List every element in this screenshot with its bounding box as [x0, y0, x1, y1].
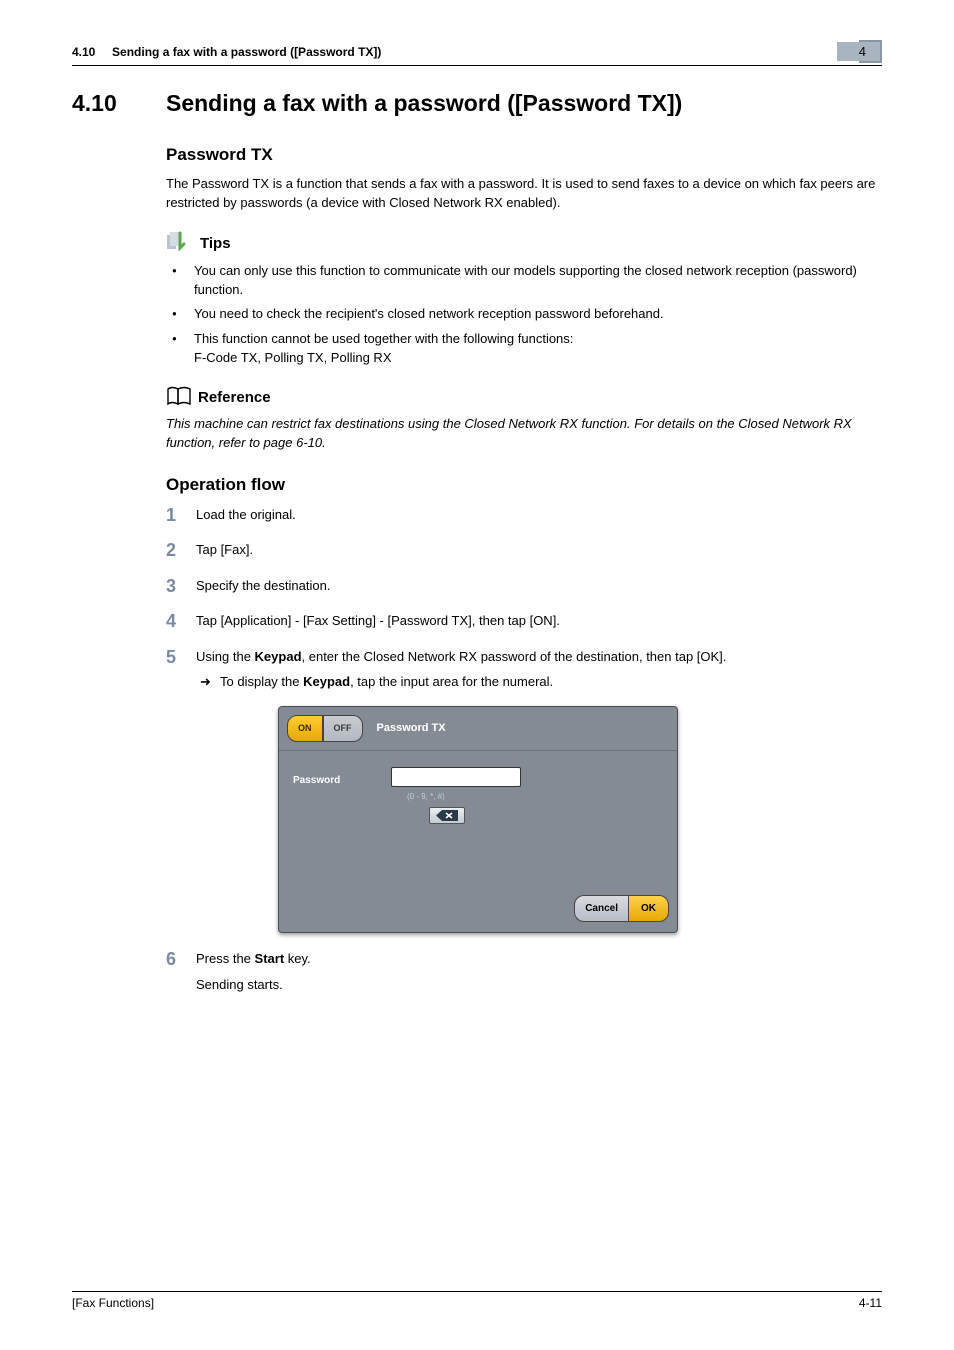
chapter-tab-number: 4	[837, 42, 880, 61]
reference-icon	[166, 386, 192, 409]
step-6-secondary: Sending starts.	[196, 975, 882, 995]
step-6-start: Start	[255, 951, 285, 966]
step-2: Tap [Fax].	[166, 540, 882, 560]
cancel-button[interactable]: Cancel	[574, 895, 628, 922]
header-section-number: 4.10	[72, 45, 95, 59]
subhead-operation-flow: Operation flow	[166, 475, 882, 495]
step-1: Load the original.	[166, 505, 882, 525]
step-6-pre: Press the	[196, 951, 255, 966]
tips-item: You can only use this function to commun…	[166, 262, 882, 300]
reference-text: This machine can restrict fax destinatio…	[166, 415, 882, 453]
step-5-sub: To display the Keypad, tap the input are…	[196, 672, 882, 692]
on-off-toggle[interactable]: ON OFF	[279, 707, 371, 751]
step-5: Using the Keypad, enter the Closed Netwo…	[166, 647, 882, 934]
toggle-off-button[interactable]: OFF	[323, 715, 363, 743]
tips-label: Tips	[200, 235, 231, 252]
reference-callout: Reference	[166, 386, 882, 409]
step-4: Tap [Application] - [Fax Setting] - [Pas…	[166, 611, 882, 631]
footer-right: 4-11	[859, 1296, 882, 1310]
tips-item: You need to check the recipient's closed…	[166, 305, 882, 324]
step-3-text: Specify the destination.	[196, 578, 330, 593]
step-5-sub-post: , tap the input area for the numeral.	[350, 674, 553, 689]
ok-button[interactable]: OK	[628, 895, 669, 922]
page-footer: [Fax Functions] 4-11	[72, 1291, 882, 1310]
backspace-icon	[436, 810, 458, 821]
step-5-sub-keypad: Keypad	[303, 674, 350, 689]
panel-title: Password TX	[371, 720, 446, 737]
section-title: 4.10 Sending a fax with a password ([Pas…	[72, 90, 882, 117]
password-input[interactable]	[391, 767, 521, 787]
step-3: Specify the destination.	[166, 576, 882, 596]
toggle-on-button[interactable]: ON	[287, 715, 323, 743]
password-field-label: Password	[293, 773, 340, 788]
reference-label: Reference	[198, 389, 271, 406]
password-tx-paragraph: The Password TX is a function that sends…	[166, 175, 882, 213]
subhead-password-tx: Password TX	[166, 145, 882, 165]
step-6: Press the Start key. Sending starts.	[166, 949, 882, 994]
step-4-text: Tap [Application] - [Fax Setting] - [Pas…	[196, 613, 560, 628]
panel-header: ON OFF Password TX	[279, 707, 677, 752]
step-5-sub-pre: To display the	[220, 674, 303, 689]
tips-icon	[166, 231, 194, 256]
section-title-text: Sending a fax with a password ([Password…	[166, 90, 682, 117]
step-6-post: key.	[284, 951, 311, 966]
backspace-button[interactable]	[429, 807, 465, 824]
chapter-tab: 4	[859, 40, 882, 63]
panel-footer: Cancel OK	[279, 889, 677, 932]
tips-callout: Tips	[166, 231, 882, 256]
step-5-post: , enter the Closed Network RX password o…	[302, 649, 727, 664]
step-5-keypad: Keypad	[255, 649, 302, 664]
password-tx-panel: ON OFF Password TX Password (0 - 9, *, #…	[278, 706, 678, 934]
operation-steps: Load the original. Tap [Fax]. Specify th…	[166, 505, 882, 995]
step-2-text: Tap [Fax].	[196, 542, 253, 557]
step-5-pre: Using the	[196, 649, 255, 664]
tips-list: You can only use this function to commun…	[166, 262, 882, 368]
header-left: 4.10 Sending a fax with a password ([Pas…	[72, 45, 381, 59]
password-hint: (0 - 9, *, #)	[407, 791, 445, 803]
section-title-number: 4.10	[72, 90, 140, 117]
header-running-title: Sending a fax with a password ([Password…	[112, 45, 381, 59]
panel-body: Password (0 - 9, *, #)	[279, 751, 677, 889]
footer-left: [Fax Functions]	[72, 1296, 154, 1310]
step-1-text: Load the original.	[196, 507, 296, 522]
tips-item: This function cannot be used together wi…	[166, 330, 882, 368]
running-header: 4.10 Sending a fax with a password ([Pas…	[72, 40, 882, 66]
